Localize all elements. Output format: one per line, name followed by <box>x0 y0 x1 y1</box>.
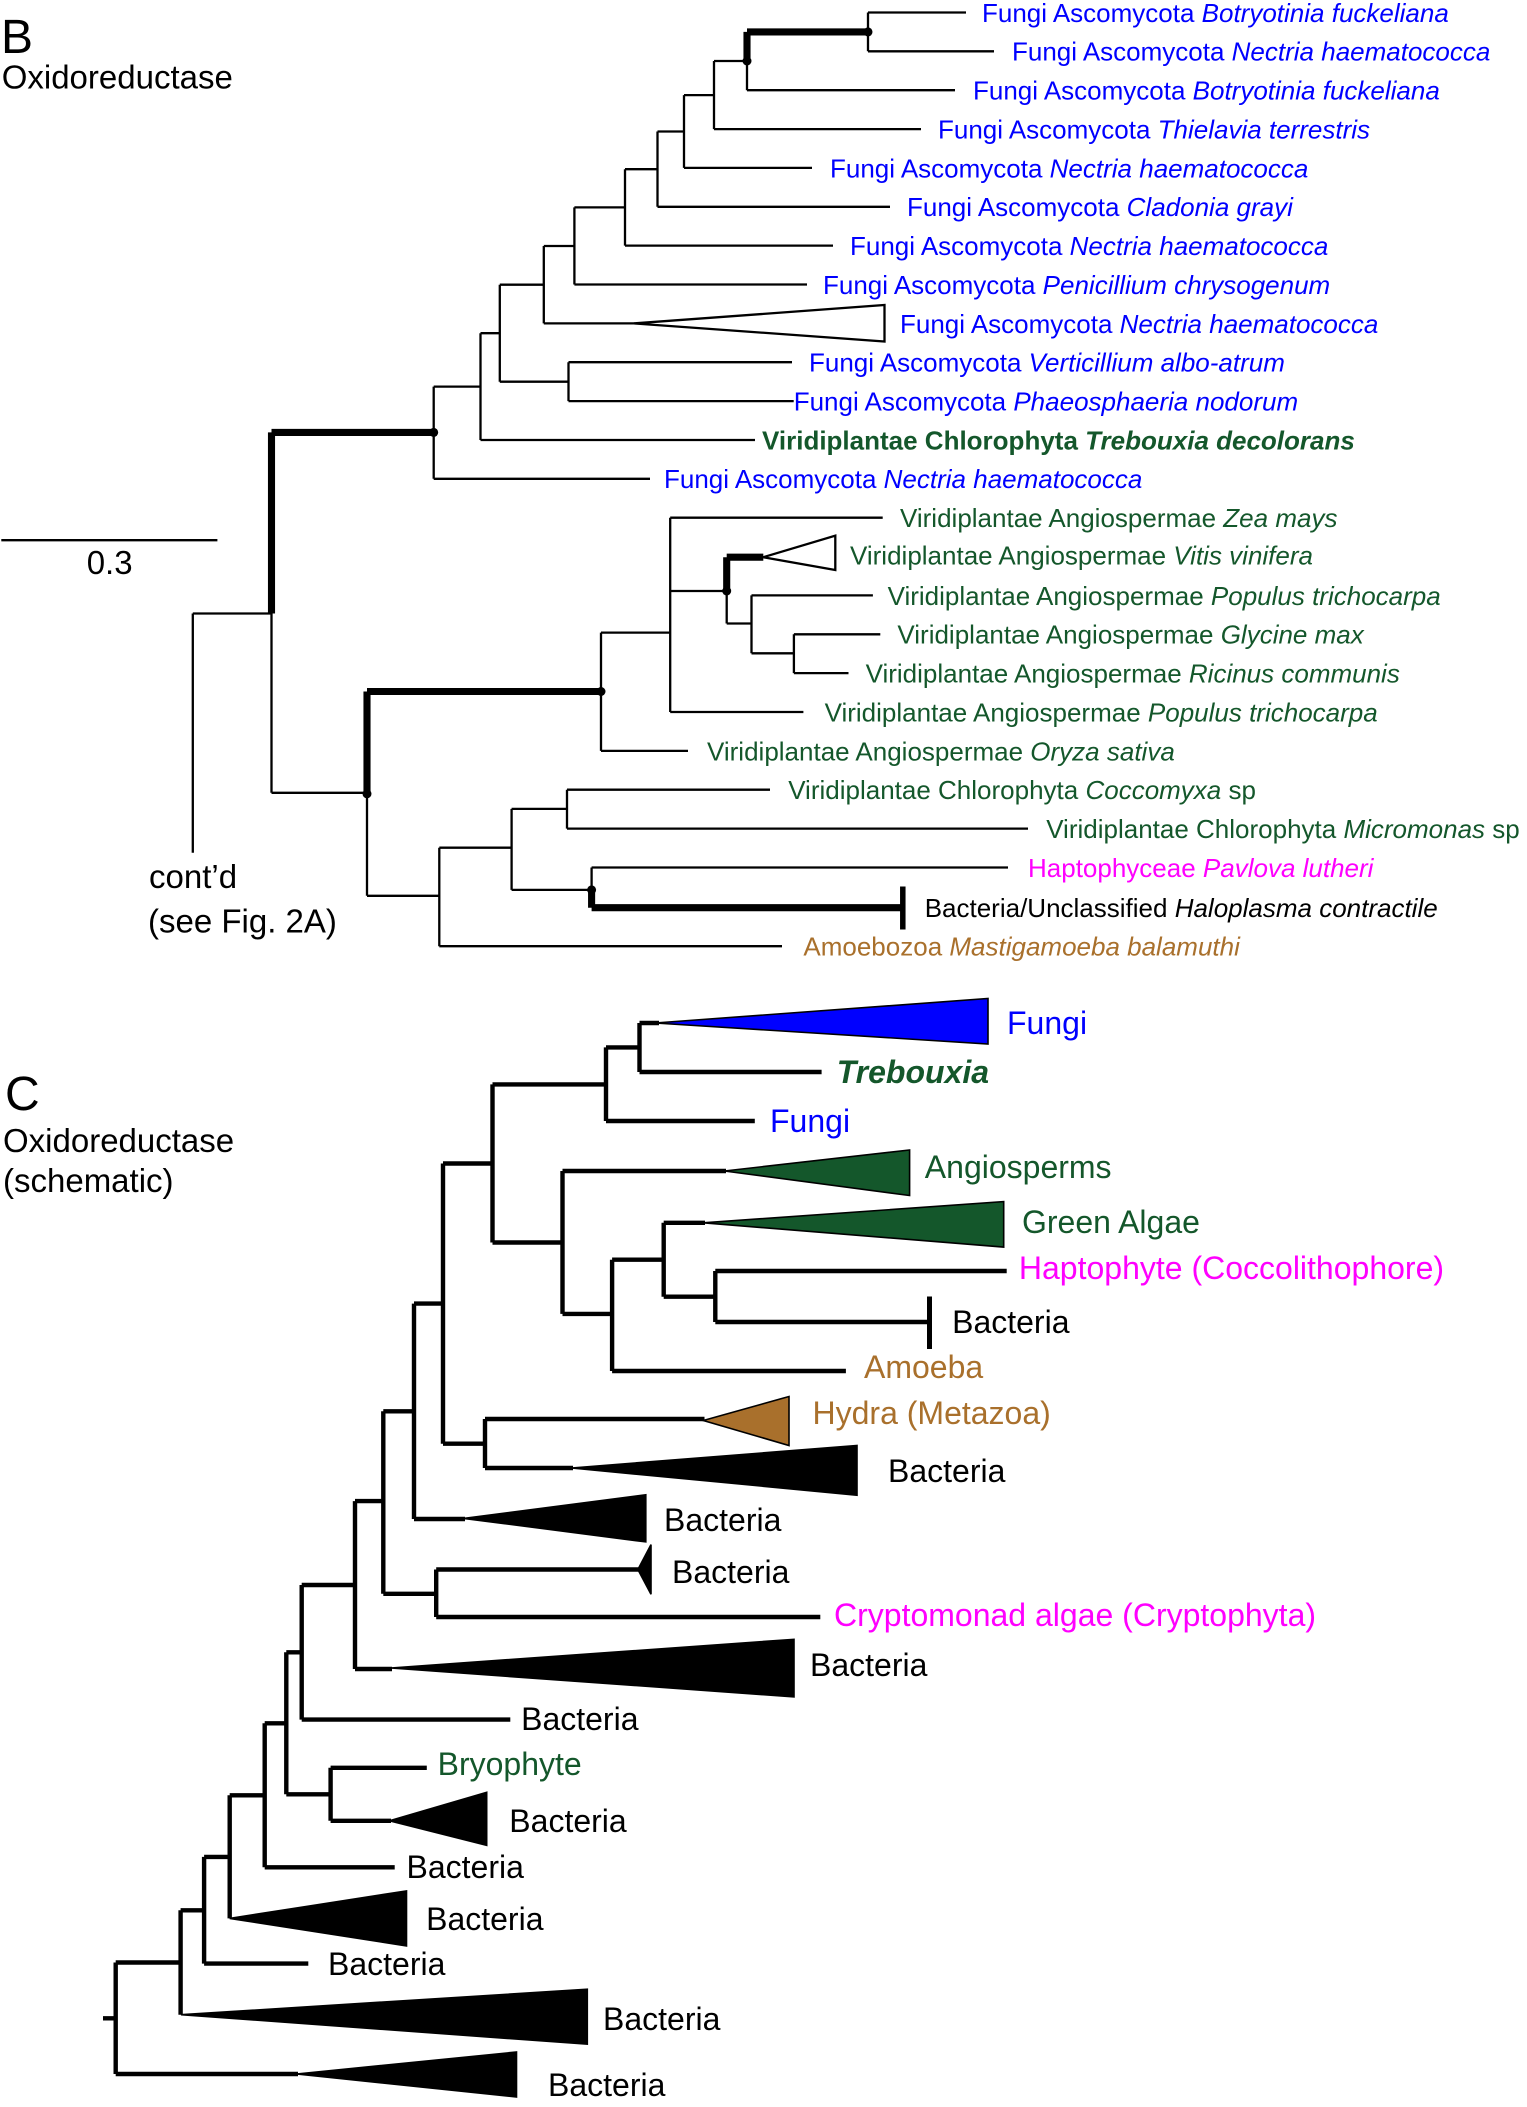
svg-text:Fungi Ascomycota Botryotinia f: Fungi Ascomycota Botryotinia fuckeliana <box>982 0 1449 28</box>
svg-text:Viridiplantae Angiospermae Ric: Viridiplantae Angiospermae Ricinus commu… <box>866 659 1400 689</box>
svg-text:B: B <box>1 11 33 64</box>
svg-text:C: C <box>5 1068 40 1121</box>
svg-text:Fungi Ascomycota Verticillium: Fungi Ascomycota Verticillium albo-atrum <box>809 348 1285 378</box>
svg-text:Trebouxia: Trebouxia <box>837 1054 989 1090</box>
svg-text:Bacteria: Bacteria <box>328 1946 446 1982</box>
svg-text:Fungi Ascomycota Nectria haema: Fungi Ascomycota Nectria haematococca <box>1012 37 1490 67</box>
svg-text:Amoebozoa Mastigamoeba balamut: Amoebozoa Mastigamoeba balamuthi <box>803 932 1241 962</box>
svg-text:Hydra (Metazoa): Hydra (Metazoa) <box>813 1395 1051 1431</box>
svg-text:Bacteria: Bacteria <box>810 1647 928 1683</box>
svg-text:Bacteria: Bacteria <box>888 1453 1006 1489</box>
svg-text:Fungi Ascomycota Nectria haema: Fungi Ascomycota Nectria haematococca <box>900 309 1378 339</box>
svg-text:Green Algae: Green Algae <box>1022 1204 1200 1240</box>
svg-text:Bacteria: Bacteria <box>407 1849 525 1885</box>
svg-text:Bacteria: Bacteria <box>426 1901 544 1937</box>
svg-text:Viridiplantae Angiospermae Zea: Viridiplantae Angiospermae Zea mays <box>900 503 1337 533</box>
svg-text:Fungi Ascomycota Penicillium c: Fungi Ascomycota Penicillium chrysogenum <box>823 270 1330 300</box>
svg-text:Haptophyceae Pavlova lutheri: Haptophyceae Pavlova lutheri <box>1028 853 1375 883</box>
svg-text:cont’d: cont’d <box>149 858 237 895</box>
svg-text:Cryptomonad algae (Cryptophyta: Cryptomonad algae (Cryptophyta) <box>834 1597 1316 1633</box>
svg-text:Amoeba: Amoeba <box>864 1349 983 1385</box>
svg-text:(schematic): (schematic) <box>3 1162 174 1199</box>
svg-text:Viridiplantae Chlorophyta Cocc: Viridiplantae Chlorophyta Coccomyxa sp <box>788 775 1256 805</box>
svg-text:Haptophyte (Coccolithophore): Haptophyte (Coccolithophore) <box>1019 1250 1444 1286</box>
svg-text:Angiosperms: Angiosperms <box>925 1149 1112 1185</box>
svg-text:Fungi: Fungi <box>770 1103 850 1139</box>
svg-text:Fungi Ascomycota Nectria haema: Fungi Ascomycota Nectria haematococca <box>850 231 1328 261</box>
svg-text:0.3: 0.3 <box>87 544 133 581</box>
svg-text:Bacteria: Bacteria <box>603 2001 721 2037</box>
svg-text:Viridiplantae Angiospermae Pop: Viridiplantae Angiospermae Populus trich… <box>825 697 1378 727</box>
svg-text:Bacteria: Bacteria <box>664 1502 782 1538</box>
svg-text:Bryophyte: Bryophyte <box>438 1746 582 1782</box>
svg-text:Viridiplantae Angiospermae Ory: Viridiplantae Angiospermae Oryza sativa <box>707 736 1175 766</box>
svg-text:Viridiplantae Angiospermae Pop: Viridiplantae Angiospermae Populus trich… <box>888 581 1441 611</box>
svg-text:Fungi Ascomycota Phaeosphaeria: Fungi Ascomycota Phaeosphaeria nodorum <box>794 387 1298 417</box>
svg-text:Viridiplantae Angiospermae Gly: Viridiplantae Angiospermae Glycine max <box>897 620 1364 650</box>
svg-text:Fungi Ascomycota Nectria haema: Fungi Ascomycota Nectria haematococca <box>830 153 1308 183</box>
svg-text:Viridiplantae Chlorophyta Treb: Viridiplantae Chlorophyta Trebouxia deco… <box>762 425 1355 455</box>
svg-text:Fungi Ascomycota Cladonia gray: Fungi Ascomycota Cladonia grayi <box>907 192 1294 222</box>
svg-text:Bacteria: Bacteria <box>509 1803 627 1839</box>
svg-text:Bacteria: Bacteria <box>952 1304 1070 1340</box>
svg-text:Fungi: Fungi <box>1007 1005 1087 1041</box>
svg-text:Bacteria: Bacteria <box>672 1554 790 1590</box>
svg-text:Bacteria/Unclassified Haloplas: Bacteria/Unclassified Haloplasma contrac… <box>925 893 1438 923</box>
svg-text:Fungi Ascomycota Thielavia ter: Fungi Ascomycota Thielavia terrestris <box>938 115 1370 145</box>
svg-text:Bacteria: Bacteria <box>548 2067 666 2103</box>
svg-text:Bacteria: Bacteria <box>521 1701 639 1737</box>
svg-text:Fungi Ascomycota Botryotinia f: Fungi Ascomycota Botryotinia fuckeliana <box>973 76 1440 106</box>
svg-text:Fungi Ascomycota Nectria haema: Fungi Ascomycota Nectria haematococca <box>664 464 1142 494</box>
svg-text:Viridiplantae Chlorophyta Micr: Viridiplantae Chlorophyta Micromonas sp <box>1046 814 1520 844</box>
svg-text:Oxidoreductase: Oxidoreductase <box>3 1122 234 1159</box>
svg-text:Oxidoreductase: Oxidoreductase <box>2 59 233 96</box>
svg-text:Viridiplantae Angiospermae Vit: Viridiplantae Angiospermae Vitis vinifer… <box>850 540 1313 570</box>
svg-text:(see Fig. 2A): (see Fig. 2A) <box>148 903 337 940</box>
